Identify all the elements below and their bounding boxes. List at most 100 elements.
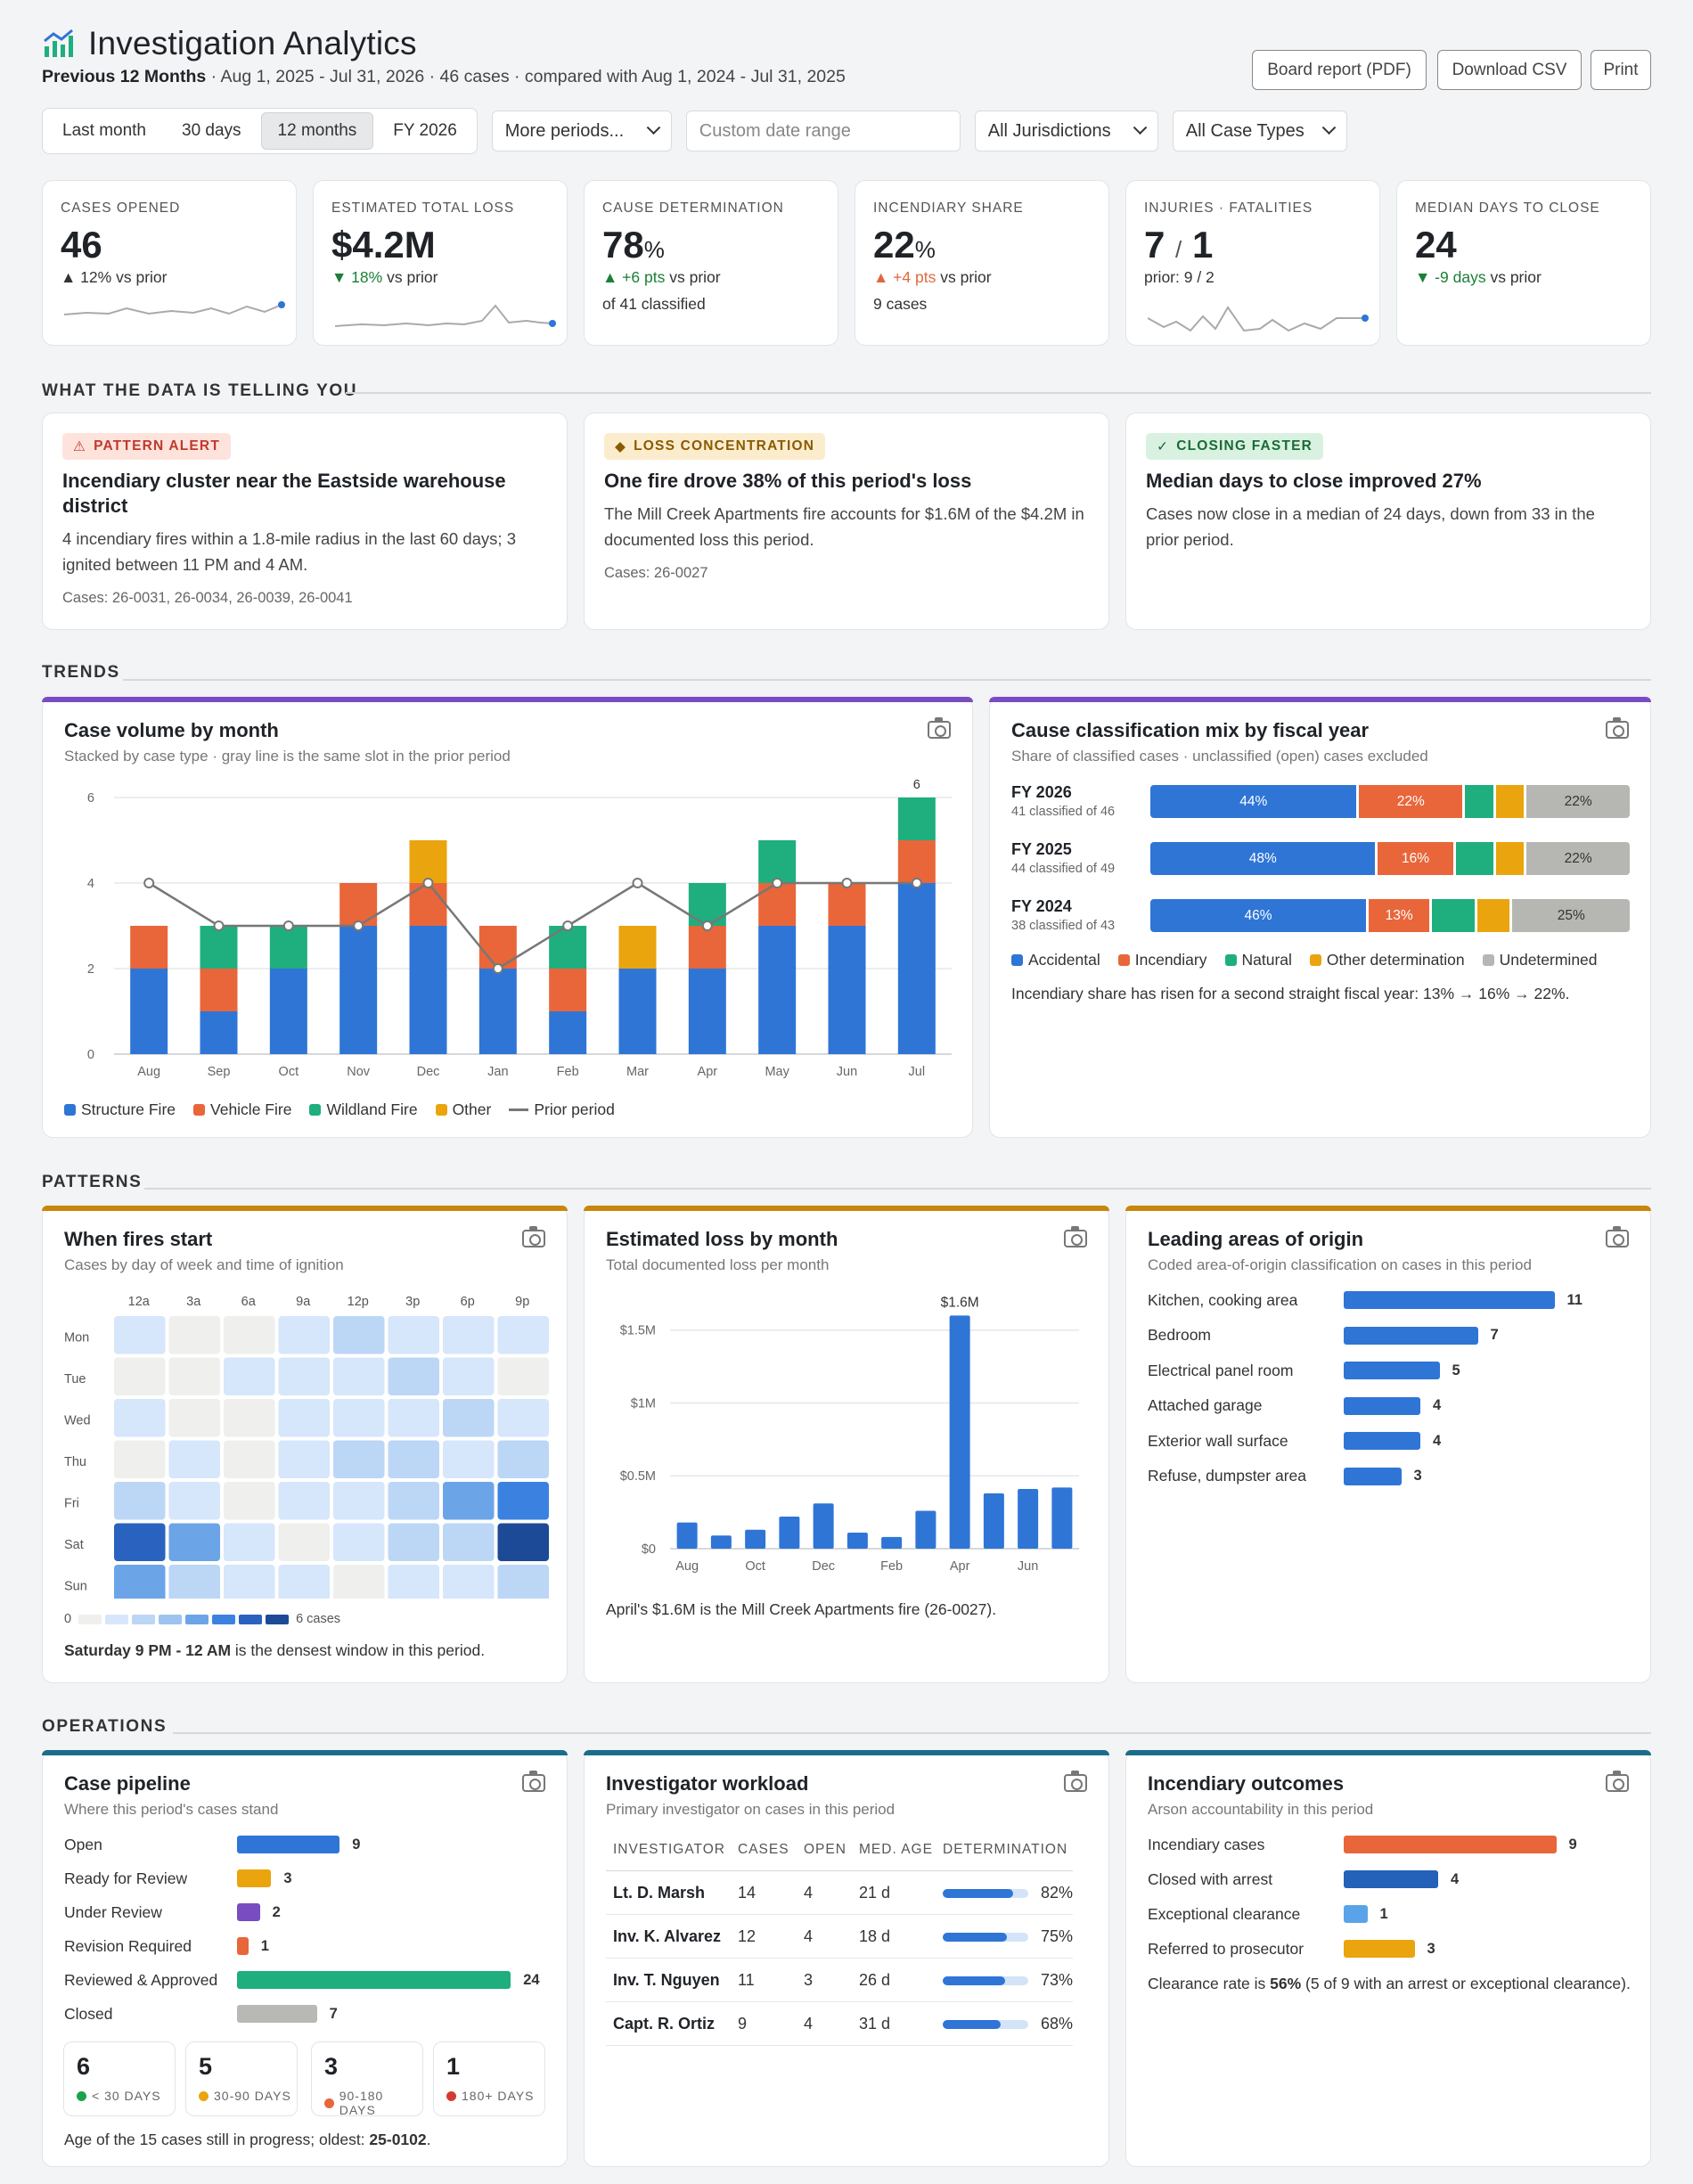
camera-icon[interactable] [1064,1226,1087,1247]
bar-row-value: 24 [523,1971,540,1988]
segment-fy-2026[interactable]: FY 2026 [393,121,457,140]
kpi-value: 24 [1415,224,1457,266]
print-button[interactable]: Print [1591,50,1651,90]
bar-row-value: 7 [1490,1327,1499,1343]
camera-icon[interactable] [928,717,951,739]
kpi-label: MEDIAN DAYS TO CLOSE [1415,200,1600,216]
mix-note: Incendiary share has risen for a second … [1011,985,1570,1002]
col-investigator[interactable]: INVESTIGATOR [606,1842,731,1871]
col-determination[interactable]: DETERMINATION [936,1842,1074,1871]
camera-icon[interactable] [1606,1771,1629,1792]
panel-title: Leading areas of origin [1148,1228,1364,1250]
kpi-label: CAUSE DETERMINATION [602,200,784,216]
custom-date-range-input[interactable]: Custom date range [685,110,961,151]
age-label: 90-180 DAYS [324,2089,422,2117]
y-tick-label: Tue [64,1372,86,1386]
insight-loss-concentration[interactable]: ◆ LOSS CONCENTRATION One fire drove 38% o… [584,413,1109,630]
heat-cell [168,1440,220,1478]
age-bucket-under-30[interactable]: 6 < 30 DAYS [63,2041,176,2116]
more-periods-dropdown[interactable]: More periods... [491,110,672,151]
col-med-age[interactable]: MED. AGE [852,1842,936,1871]
heat-cell [333,1316,385,1354]
insight-closing-faster[interactable]: ✓ CLOSING FASTER Median days to close imp… [1125,413,1651,630]
case-type-dropdown[interactable]: All Case Types [1172,110,1347,151]
age-bucket-30-90[interactable]: 5 30-90 DAYS [185,2041,298,2116]
bar-row[interactable]: Kitchen, cooking area 11 [1148,1288,1629,1312]
camera-icon[interactable] [1064,1771,1087,1792]
bar-row[interactable]: Revision Required 1 [64,1935,545,1958]
bar-row[interactable]: Exceptional clearance 1 [1148,1902,1629,1926]
segment-30-days[interactable]: 30 days [182,121,241,140]
panel-subtitle: Stacked by case type · gray line is the … [64,748,511,765]
kpi-injuries-fatalities[interactable]: INJURIES · FATALITIES 7 / 1 prior: 9 / 2 [1125,180,1380,346]
camera-icon[interactable] [1606,717,1629,739]
bar-row[interactable]: Under Review 2 [64,1901,545,1924]
camera-icon[interactable] [522,1226,545,1247]
bar-row[interactable]: Closed with arrest 4 [1148,1868,1629,1891]
mix-row: FY 2025 44 classified of 49 48% 16% 22% [1011,835,1631,879]
kpi-cases-opened[interactable]: CASES OPENED 46 ▲ 12% vs prior [42,180,297,346]
bar-row[interactable]: Bedroom 7 [1148,1324,1629,1347]
mix-row-sub: 44 classified of 49 [1011,862,1116,876]
y-tick-label: $1M [631,1396,656,1411]
camera-icon[interactable] [522,1771,545,1792]
board-report-button[interactable]: Board report (PDF) [1252,50,1427,90]
bar-row[interactable]: Incendiary cases 9 [1148,1833,1629,1856]
x-tick-label: Dec [812,1559,835,1574]
table-row[interactable]: Inv. T. Nguyen 11 3 26 d 73% [606,1958,1074,2002]
volume-chart: 0 2 4 6 Aug Sep Oct Nov Dec Jan Feb Mar Apr May Jun Jul… [87,778,952,1079]
kpi-median-days-close[interactable]: MEDIAN DAYS TO CLOSE 24 ▼ -9 days vs pri… [1396,180,1651,346]
bar-row[interactable]: Electrical panel room 5 [1148,1359,1629,1382]
insight-pattern-alert[interactable]: ⚠ PATTERN ALERT Incendiary cluster near t… [42,413,568,630]
age-count: 5 [199,2053,213,2080]
heat-cell [168,1523,220,1561]
bar-row[interactable]: Open 9 [64,1833,545,1856]
bar-row-fill [237,1903,260,1921]
loss-bar [881,1536,903,1549]
bar-row[interactable]: Closed 7 [64,2002,545,2025]
status-dot [446,2090,456,2101]
age-bucket-90-180[interactable]: 3 90-180 DAYS [311,2041,423,2117]
bar-row[interactable]: Exterior wall surface 4 [1148,1429,1629,1452]
bar-row[interactable]: Refuse, dumpster area 3 [1148,1465,1629,1488]
heat-cell [168,1565,220,1599]
bar-row-label: Attached garage [1148,1396,1263,1414]
bar-row-label: Closed with arrest [1148,1869,1273,1888]
y-tick-label: Thu [64,1455,86,1469]
outcome-note-a: Clearance rate is [1148,1975,1271,1992]
col-cases[interactable]: CASES [731,1842,797,1871]
bar-row[interactable]: Reviewed & Approved 24 [64,1968,545,1992]
bar-segment [478,969,517,1054]
table-row[interactable]: Inv. K. Alvarez 12 4 18 d 75% [606,1914,1074,1959]
kpi-incendiary-share[interactable]: INCENDIARY SHARE 22% ▲ +4 pts vs prior 9… [855,180,1109,346]
heat-cell [388,1357,439,1395]
table-row[interactable]: Lt. D. Marsh 14 4 21 d 82% [606,1870,1074,1915]
camera-icon[interactable] [1606,1226,1629,1247]
panel-cause-mix: Cause classification mix by fiscal year … [989,697,1651,1138]
panel-subtitle: Arson accountability in this period [1148,1801,1374,1818]
kpi-estimated-loss[interactable]: ESTIMATED TOTAL LOSS $4.2M ▼ 18% vs prio… [313,180,568,346]
heat-cell [497,1316,549,1354]
kpi-cause-determination[interactable]: CAUSE DETERMINATION 78% ▲ +6 pts vs prio… [584,180,838,346]
bar-row[interactable]: Referred to prosecutor 3 [1148,1937,1629,1960]
x-tick-label: 3p [405,1295,420,1309]
legend-label: Wildland Fire [326,1100,418,1118]
heat-cell [497,1523,549,1561]
heat-cell [443,1399,495,1437]
panel-areas-of-origin: Leading areas of origin Coded area-of-or… [1125,1206,1651,1683]
segment-last-month[interactable]: Last month [62,121,146,140]
age-bucket-180-plus[interactable]: 1 180+ DAYS [433,2041,545,2116]
table-row[interactable]: Capt. R. Ortiz 9 4 31 d 68% [606,2001,1074,2046]
period-detail: · Aug 1, 2025 - Jul 31, 2026 · 46 cases … [206,67,846,86]
heat-cell [333,1399,385,1437]
jurisdiction-dropdown[interactable]: All Jurisdictions [974,110,1158,151]
col-open[interactable]: OPEN [797,1842,852,1871]
download-csv-button[interactable]: Download CSV [1437,50,1582,90]
mix-segment: 13% [1368,899,1430,932]
bar-row[interactable]: Attached garage 4 [1148,1395,1629,1418]
bar-row[interactable]: Ready for Review 3 [64,1867,545,1890]
insight-tag-label: LOSS CONCENTRATION [634,438,815,454]
heatmap-chart: 12a 3a 6a 9a 12p 3p 6p 9p Mon Tue Wed Thu Fri Sat Sun [64,1295,549,1599]
segment-12-months[interactable]: 12 months [260,112,374,150]
scale-swatch [105,1614,129,1624]
